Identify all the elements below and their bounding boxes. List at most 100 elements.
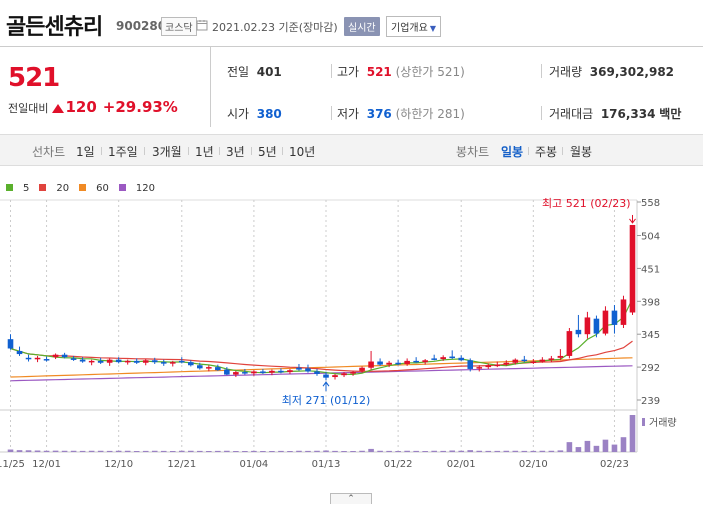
volume-bar xyxy=(350,451,356,452)
candle-body xyxy=(539,359,546,362)
candle-body xyxy=(584,317,591,335)
period-3m[interactable]: 3개월 xyxy=(152,145,182,159)
candle-body xyxy=(197,365,203,369)
company-info-label: 기업개요 xyxy=(391,23,428,34)
volume-bar xyxy=(133,451,140,452)
y-tick-label: 345 xyxy=(641,330,660,341)
volume-bar xyxy=(97,450,104,452)
volume-bar xyxy=(242,451,248,452)
collapse-toggle-button[interactable]: ⌃ xyxy=(330,493,372,504)
volume-bar xyxy=(43,450,50,452)
stock-chart[interactable]: 558 504 451 398 345 292 239 11/25 12/01 12/10 12/2… xyxy=(0,160,703,493)
candle-body xyxy=(70,358,77,360)
candle-body xyxy=(314,371,320,374)
candle-body xyxy=(52,354,59,358)
volume-bar xyxy=(494,450,501,452)
candle-body xyxy=(25,357,32,360)
candle-body xyxy=(224,369,230,375)
volume-bar xyxy=(467,450,474,452)
legend-item: 60 xyxy=(79,183,109,194)
legend-item: 120 xyxy=(118,183,155,194)
market-badge: 코스닥 xyxy=(161,17,197,36)
volume-bar xyxy=(16,450,23,452)
period-5y[interactable]: 5년 xyxy=(258,145,277,159)
x-tick-label: 01/13 xyxy=(312,459,341,470)
candle-body xyxy=(178,360,185,363)
volume-bar xyxy=(548,450,555,452)
volume-legend-swatch xyxy=(642,418,645,426)
stat-low: 저가 376 (하한가 281) xyxy=(337,105,465,122)
period-daily[interactable]: 일봉 xyxy=(501,145,524,159)
candle-body xyxy=(16,350,23,355)
candle-body xyxy=(404,360,410,364)
stat-low-label: 저가 xyxy=(337,107,360,121)
volume-bar xyxy=(584,440,591,452)
ma120-line xyxy=(10,365,633,382)
candle-body xyxy=(557,355,564,358)
volume-bar xyxy=(539,450,546,452)
volume-bar xyxy=(25,450,32,452)
candle-body xyxy=(611,310,618,325)
divider xyxy=(562,147,563,155)
x-tick-label: 11/25 xyxy=(0,459,25,470)
stat-volume-value: 369,302,982 xyxy=(589,65,675,79)
price-summary: 521 전일대비 120 +29.93% xyxy=(0,46,210,127)
stat-upper-limit: (상한가 521) xyxy=(395,65,465,79)
candle-body xyxy=(43,359,50,361)
company-info-dropdown[interactable]: 기업개요 ▼ xyxy=(386,16,441,37)
legend-label: 60 xyxy=(96,183,109,194)
candle-body xyxy=(476,367,483,369)
candle-body xyxy=(422,360,428,363)
candle-body xyxy=(124,360,131,363)
legend-swatch xyxy=(118,184,126,191)
candle-body xyxy=(440,357,446,360)
volume-bar xyxy=(269,451,275,452)
divider xyxy=(101,147,102,155)
stat-volume-label: 거래량 xyxy=(549,65,583,79)
stat-amount-label: 거래대금 xyxy=(549,107,594,121)
volume-bar xyxy=(70,450,77,452)
period-1d[interactable]: 1일 xyxy=(76,145,95,159)
stat-volume: 거래량 369,302,982 xyxy=(549,63,674,80)
stock-code: 900280 xyxy=(116,19,167,33)
current-price: 521 xyxy=(8,63,60,93)
volume-bar xyxy=(142,450,149,452)
volume-bar xyxy=(79,450,86,452)
volume-bar xyxy=(287,451,293,452)
candle-body xyxy=(296,367,302,370)
stat-open-value: 380 xyxy=(256,107,282,121)
period-10y[interactable]: 10년 xyxy=(289,145,316,159)
divider xyxy=(541,64,542,78)
y-tick-label: 558 xyxy=(641,198,660,209)
divider xyxy=(541,106,542,120)
period-monthly[interactable]: 월봉 xyxy=(570,145,593,159)
volume-bar xyxy=(431,450,437,452)
candle-body xyxy=(467,360,474,369)
volume-bar xyxy=(206,451,212,452)
realtime-button[interactable]: 실시간 xyxy=(344,17,380,36)
period-3y[interactable]: 3년 xyxy=(226,145,245,159)
candle-body xyxy=(242,372,248,374)
candle-body xyxy=(169,362,176,364)
ma5-line xyxy=(10,298,634,376)
period-weekly[interactable]: 주봉 xyxy=(535,145,558,159)
period-1y[interactable]: 1년 xyxy=(195,145,214,159)
up-arrow-icon xyxy=(52,104,65,113)
candle-body xyxy=(377,361,383,365)
change-percent: +29.93% xyxy=(102,98,178,116)
stock-header: 골든센츄리 900280 코스닥 2021.02.23 기준(장마감) 실시간 … xyxy=(0,0,703,46)
stat-amount-unit: 백만 xyxy=(659,107,682,121)
candle-body xyxy=(269,370,275,373)
change-label: 전일대비 xyxy=(8,102,49,115)
period-1w[interactable]: 1주일 xyxy=(108,145,138,159)
divider xyxy=(331,64,332,78)
legend-item: 20 xyxy=(39,183,69,194)
divider xyxy=(528,147,529,155)
stats-table: 전일 401 고가 521 (상한가 521) 거래량 369,302,982 … xyxy=(210,46,703,127)
candle-body xyxy=(575,329,582,335)
divider xyxy=(188,147,189,155)
candle-body xyxy=(206,367,212,369)
divider xyxy=(282,147,283,155)
candle-body xyxy=(512,359,519,363)
volume-bar xyxy=(305,450,311,452)
